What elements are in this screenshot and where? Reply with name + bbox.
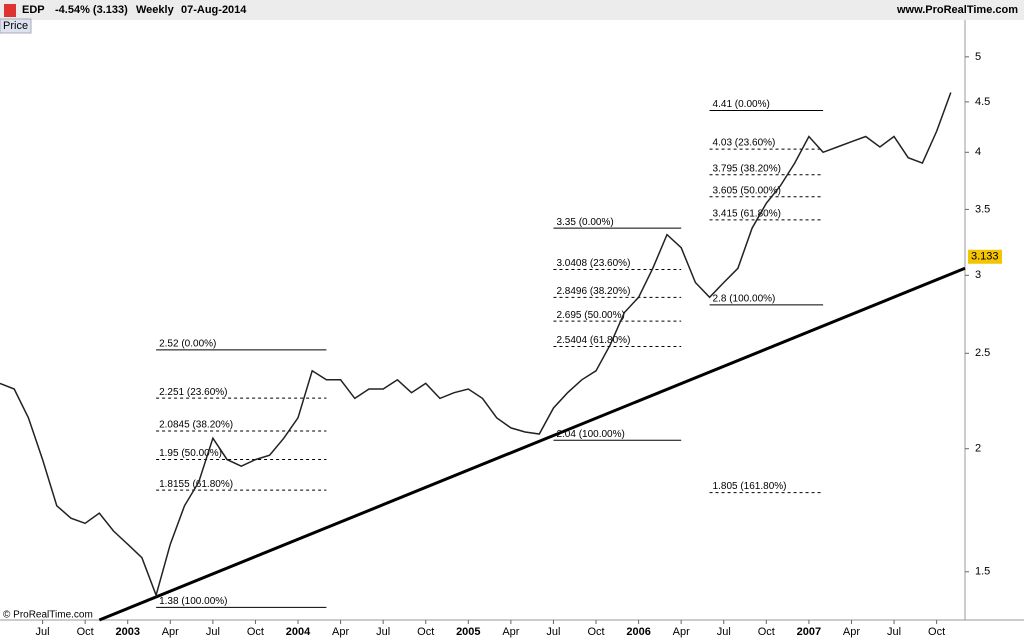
x-tick-label: 2006: [626, 626, 650, 638]
fib-label: 3.0408 (23.60%): [556, 258, 630, 269]
fib-label: 2.8 (100.00%): [713, 293, 776, 304]
panel-label: Price: [3, 20, 28, 32]
symbol-icon: [4, 4, 16, 17]
y-tick-label: 3.5: [975, 203, 990, 215]
symbol: EDP: [22, 4, 45, 16]
fib-label: 3.35 (0.00%): [556, 217, 613, 228]
period: Weekly: [136, 4, 175, 16]
x-tick-label: Jul: [717, 626, 731, 638]
fib-label: 2.04 (100.00%): [556, 429, 624, 440]
y-tick-label: 1.5: [975, 566, 990, 578]
trendline: [98, 266, 966, 622]
x-tick-label: Oct: [247, 626, 264, 638]
fib-label: 1.8155 (61.80%): [159, 479, 233, 490]
last-price-box: [968, 249, 1002, 264]
site: www.ProRealTime.com: [896, 4, 1018, 16]
x-tick-label: Oct: [587, 626, 604, 638]
y-tick-label: 2.5: [975, 347, 990, 359]
fib-label: 1.95 (50.00%): [159, 448, 222, 459]
x-tick-label: Oct: [417, 626, 434, 638]
date: 07-Aug-2014: [181, 4, 247, 16]
fib-label: 4.03 (23.60%): [713, 138, 776, 149]
x-tick-label: Apr: [502, 626, 519, 638]
x-tick-label: Apr: [162, 626, 179, 638]
change: -4.54% (3.133): [55, 4, 128, 16]
fib-label: 1.805 (161.80%): [713, 481, 787, 492]
fib-label: 1.38 (100.00%): [159, 596, 227, 607]
fib-label: 2.0845 (38.20%): [159, 420, 233, 431]
fib-label: 3.795 (38.20%): [713, 163, 781, 174]
fib-label: 3.605 (50.00%): [713, 185, 781, 196]
x-tick-label: 2007: [797, 626, 821, 638]
last-price-label: 3.133: [971, 251, 999, 263]
x-tick-label: Jul: [376, 626, 390, 638]
fib-label: 2.251 (23.60%): [159, 387, 227, 398]
y-tick-label: 4.5: [975, 96, 990, 108]
x-tick-label: 2004: [286, 626, 311, 638]
fib-label: 2.695 (50.00%): [556, 310, 624, 321]
x-tick-label: Jul: [206, 626, 220, 638]
price-line: [0, 92, 952, 598]
fib-label: 2.8496 (38.20%): [556, 286, 630, 297]
fib-label: 2.5404 (61.80%): [556, 335, 630, 346]
y-tick-label: 4: [975, 146, 981, 158]
x-tick-label: Apr: [673, 626, 690, 638]
fib-label: 3.415 (61.80%): [713, 209, 781, 220]
x-tick-label: 2003: [115, 626, 139, 638]
fib-label: 4.41 (0.00%): [713, 99, 770, 110]
copyright: © ProRealTime.com: [3, 610, 93, 621]
y-tick-label: 3: [975, 269, 981, 281]
x-tick-label: Oct: [928, 626, 945, 638]
fib-label: 2.52 (0.00%): [159, 339, 216, 350]
x-tick-label: Oct: [77, 626, 94, 638]
y-tick-label: 5: [975, 51, 981, 63]
x-tick-label: Oct: [758, 626, 775, 638]
header-bar: [0, 0, 1024, 20]
x-tick-label: Jul: [887, 626, 901, 638]
x-tick-label: Jul: [36, 626, 50, 638]
x-tick-label: Jul: [546, 626, 560, 638]
x-tick-label: Apr: [332, 626, 349, 638]
x-tick-label: 2005: [456, 626, 480, 638]
panel-tab: [0, 18, 32, 34]
x-tick-label: Apr: [843, 626, 860, 638]
y-tick-label: 2: [975, 443, 981, 455]
